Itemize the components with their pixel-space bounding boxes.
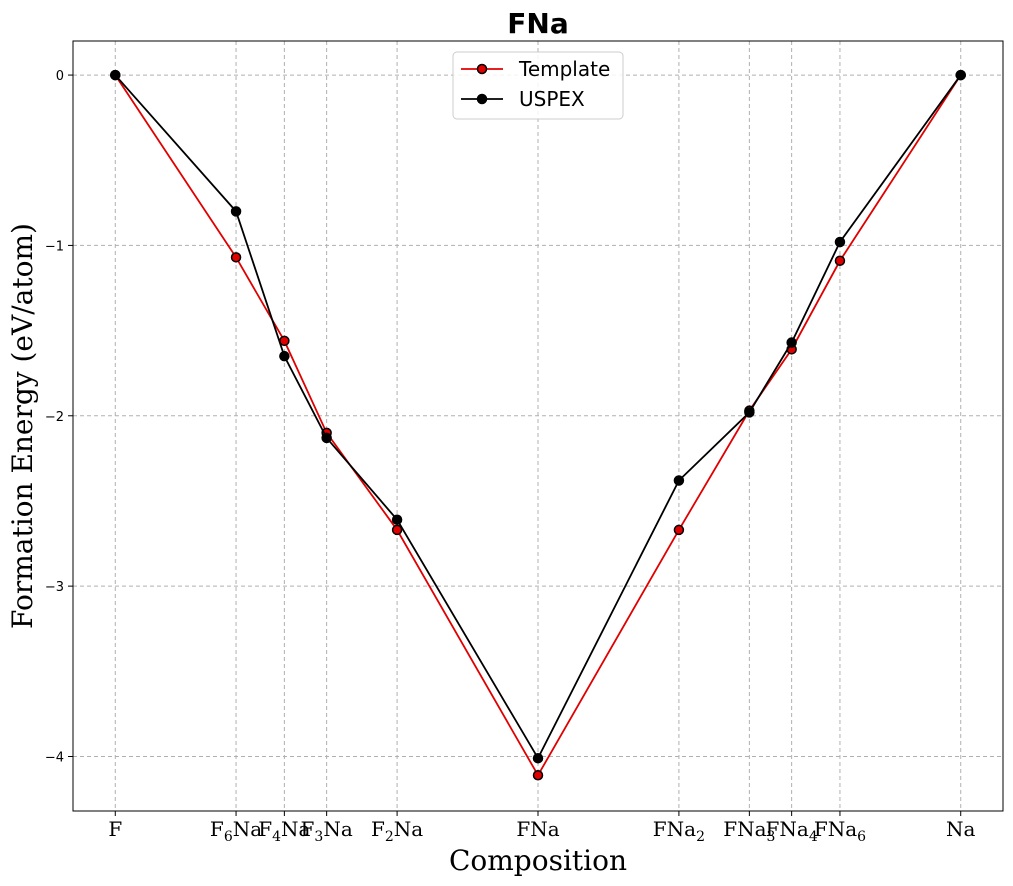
data-point-uspex xyxy=(321,432,332,444)
x-tick-label: F6Na xyxy=(210,817,262,845)
y-tick-label: −2 xyxy=(45,410,64,425)
data-point-template xyxy=(391,524,403,536)
series-uspex xyxy=(110,69,966,764)
data-point-uspex xyxy=(744,407,755,418)
x-tick-label: FNa2 xyxy=(653,817,705,845)
data-point-template xyxy=(834,255,846,267)
grid-lines xyxy=(73,41,1003,811)
data-point-uspex xyxy=(673,475,685,486)
x-tick-label: Na xyxy=(946,817,976,841)
x-tick-label: F xyxy=(108,817,122,841)
data-point-uspex xyxy=(955,69,966,81)
x-tick-label: F3Na xyxy=(301,817,353,845)
legend-marker-uspex xyxy=(476,93,488,105)
x-tick-label: FNa xyxy=(516,817,559,841)
y-tick-label: −4 xyxy=(45,750,64,765)
data-point-uspex xyxy=(110,69,121,81)
data-point-uspex xyxy=(532,752,544,764)
data-point-uspex xyxy=(786,337,797,348)
x-tick-label: F2Na xyxy=(371,817,423,845)
legend-label-template: Template xyxy=(518,57,610,81)
data-point-template xyxy=(230,252,242,263)
data-point-uspex xyxy=(834,236,846,248)
x-tick-label: F4Na xyxy=(258,817,310,845)
series-layer xyxy=(110,69,966,781)
data-point-template xyxy=(673,524,685,536)
data-point-uspex xyxy=(279,350,290,362)
y-axis-label: Formation Energy (eV/atom) xyxy=(6,223,39,629)
y-tick-label: 0 xyxy=(56,69,64,84)
x-axis-label: Composition xyxy=(449,844,627,877)
y-tick-label: −1 xyxy=(45,239,64,254)
y-axis-ticks: 0 −1 −2 −3 −4 xyxy=(45,69,73,765)
x-tick-label: FNa3 xyxy=(723,817,775,845)
data-point-template xyxy=(532,769,544,781)
data-point-uspex xyxy=(230,206,242,217)
y-tick-label: −3 xyxy=(45,580,64,595)
x-tick-label: FNa6 xyxy=(814,817,866,845)
legend-label-uspex: USPEX xyxy=(519,87,585,111)
legend: Template USPEX xyxy=(452,51,624,120)
data-point-uspex xyxy=(391,514,403,525)
series-line-template xyxy=(114,74,962,778)
chart-title: FNa xyxy=(507,7,568,40)
legend-marker-template xyxy=(476,63,488,75)
x-tick-label: FNa4 xyxy=(766,817,818,845)
